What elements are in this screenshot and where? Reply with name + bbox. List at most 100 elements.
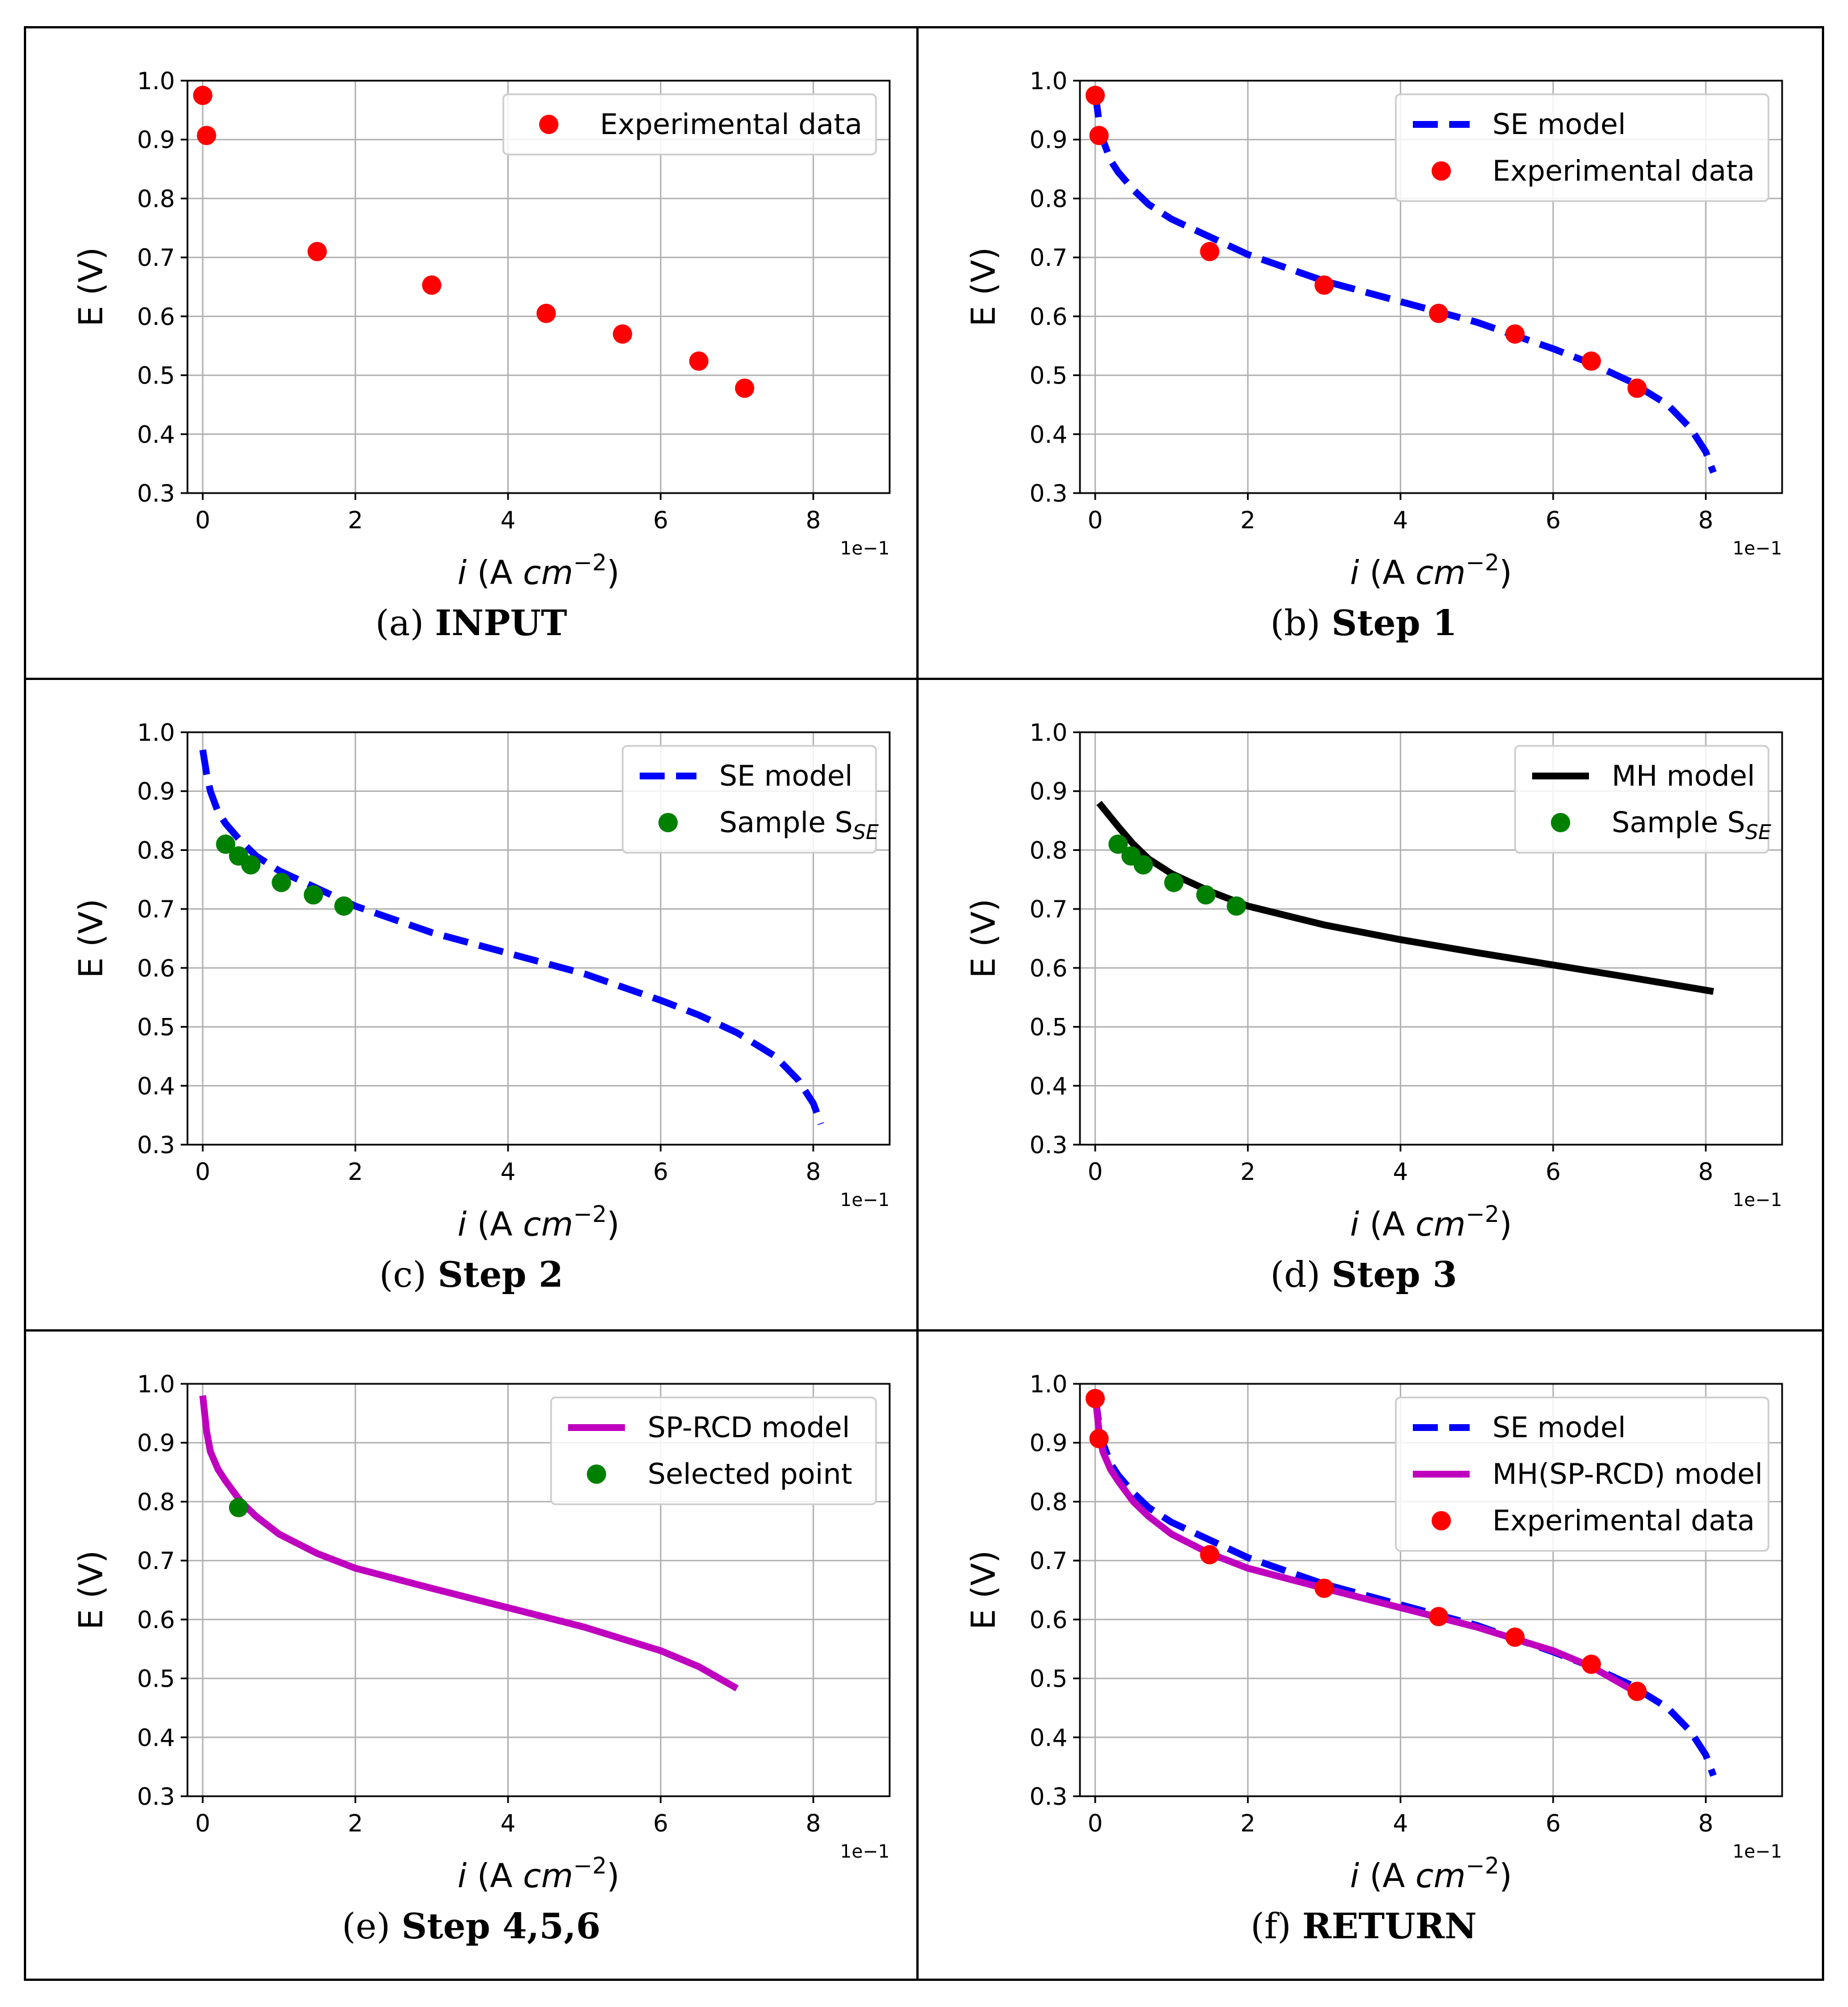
ticks [181, 1383, 815, 1803]
chart-panel-a: 0 2 4 6 8 0.3 0.4 0.5 0.6 0.7 0.8 0.9 1.0 1e−1 i (A cm… [72, 67, 891, 644]
x-label-symbol: i [457, 1856, 466, 1895]
legend-marker [1551, 813, 1570, 832]
y-tick-label: 1.0 [1029, 1370, 1067, 1398]
legend-label: SE model [1492, 1411, 1626, 1444]
x-offset-text: 1e−1 [1733, 1189, 1782, 1211]
caption-label: (e) [342, 1905, 390, 1947]
y-tick-label: 0.9 [1029, 1429, 1067, 1457]
legend-label: Experimental data [1492, 155, 1755, 187]
caption-title: Step 4,5,6 [402, 1905, 600, 1947]
x-tick-label: 4 [1393, 1158, 1408, 1186]
plot-area [1096, 800, 1714, 995]
y-tick-label: 0.6 [1029, 303, 1067, 331]
legend-label: SE model [1492, 108, 1626, 141]
legend-label-subscript: SE [853, 821, 879, 844]
y-tick-label: 0.8 [137, 185, 175, 212]
legend-marker [1432, 161, 1451, 181]
data-point [1227, 896, 1246, 916]
data-point [197, 126, 216, 145]
plot-area [199, 1395, 739, 1692]
legend-label-text: Selected point [648, 1458, 852, 1491]
x-tick-label: 6 [653, 1158, 669, 1186]
y-tick-label: 0.6 [1029, 1606, 1067, 1634]
y-tick-label: 0.8 [1029, 185, 1067, 212]
x-label-unit: cm [523, 553, 573, 592]
axes-frame [1079, 80, 1783, 494]
data-point [1582, 1654, 1601, 1674]
legend-label-subscript: SE [1745, 821, 1771, 844]
y-tick-label: 0.4 [137, 420, 175, 448]
panel-caption: (d) Step 3 [1270, 1254, 1457, 1295]
data-point [422, 275, 441, 295]
y-tick-label: 0.4 [1029, 420, 1067, 448]
y-tick-label: 0.3 [137, 479, 175, 507]
legend: SP-RCD model Selected point [550, 1396, 877, 1505]
x-label-exponent: −2 [1466, 550, 1499, 576]
x-tick-label: 2 [348, 1158, 363, 1186]
legend-label-text: MH model [1612, 760, 1755, 792]
x-offset-text: 1e−1 [1733, 537, 1782, 559]
y-tick-label: 0.7 [137, 1547, 175, 1575]
y-tick-label: 1.0 [1029, 67, 1067, 95]
legend-marker [658, 813, 678, 832]
x-label-symbol: i [457, 1205, 466, 1244]
axes-frame [1079, 731, 1783, 1146]
caption-label: (c) [379, 1254, 427, 1295]
data-point [1314, 1578, 1334, 1598]
y-tick-label: 0.8 [137, 836, 175, 864]
y-tick-label: 0.5 [1029, 1013, 1067, 1041]
x-label-unit: cm [1416, 553, 1466, 592]
x-tick-label: 0 [195, 1809, 211, 1837]
data-point [1200, 1545, 1220, 1564]
axes-frame [186, 1383, 891, 1797]
x-label-exponent: −2 [573, 550, 607, 576]
y-tick-label: 0.9 [1029, 778, 1067, 806]
legend-label: MH model [1612, 760, 1755, 792]
legend-frame [1395, 1396, 1770, 1552]
legend-label: MH(SP-RCD) model [1492, 1458, 1763, 1491]
x-label-unit: cm [523, 1205, 573, 1244]
series-line-sp-rcd-model [199, 1395, 739, 1692]
y-tick-label: 0.3 [137, 1131, 175, 1159]
x-tick-label: 4 [1393, 506, 1408, 534]
legend-label-text: SP-RCD model [648, 1411, 850, 1444]
caption-title: RETURN [1302, 1905, 1476, 1947]
legend-label: Sample SSE [719, 806, 879, 844]
data-point [303, 885, 323, 905]
data-point [1505, 324, 1525, 344]
caption-title: Step 2 [437, 1254, 563, 1295]
caption-label: (f) [1250, 1905, 1291, 1947]
y-tick-label: 0.4 [1029, 1072, 1067, 1100]
x-tick-label: 6 [1546, 506, 1561, 534]
x-tick-label: 8 [806, 1809, 821, 1837]
x-tick-label: 2 [1240, 1158, 1255, 1186]
y-axis-label: E (V) [964, 247, 1003, 327]
y-tick-label: 1.0 [137, 67, 175, 95]
caption-label: (b) [1270, 602, 1320, 644]
ticks [1073, 80, 1707, 500]
x-label-text: (A [1359, 1205, 1415, 1244]
legend-label-text: SE model [1492, 108, 1626, 141]
legend-marker [587, 1464, 606, 1484]
x-tick-label: 0 [1088, 1809, 1103, 1837]
legend-label-text: SE model [719, 760, 853, 792]
data-point [1089, 126, 1109, 145]
y-tick-label: 0.3 [1029, 1131, 1067, 1159]
x-tick-label: 0 [195, 506, 211, 534]
data-point [1582, 351, 1601, 371]
ticks [181, 731, 815, 1151]
x-label-text: (A [1359, 553, 1415, 592]
ticks [1073, 1383, 1707, 1803]
y-tick-label: 0.6 [137, 1606, 175, 1634]
data-point [1089, 1429, 1109, 1449]
data-point [1314, 275, 1334, 295]
legend-marker [539, 115, 558, 134]
y-tick-label: 0.5 [137, 362, 175, 390]
caption-label: (d) [1270, 1254, 1320, 1295]
data-point [1085, 85, 1105, 105]
y-tick-label: 0.9 [1029, 126, 1067, 154]
x-label-text: (A [466, 1856, 523, 1895]
x-tick-label: 0 [1088, 506, 1103, 534]
y-tick-label: 1.0 [137, 1370, 175, 1398]
